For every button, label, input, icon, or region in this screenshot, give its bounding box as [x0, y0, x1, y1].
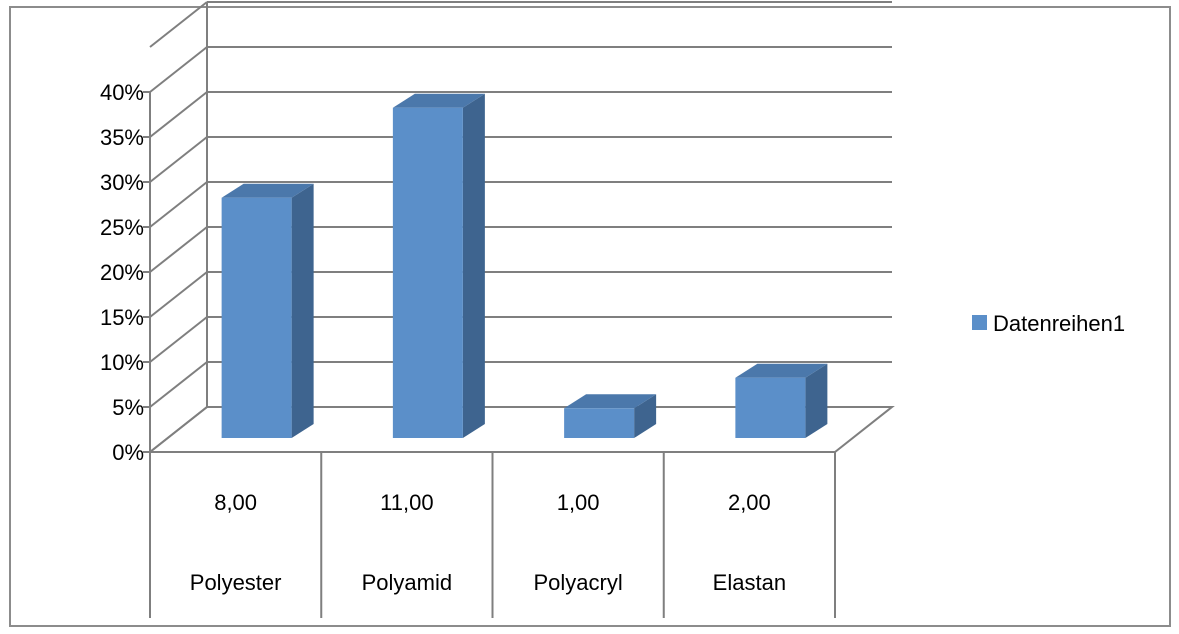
- table-category-label: Elastan: [713, 570, 786, 595]
- bar: [392, 107, 463, 438]
- table-category-label: Polyamid: [362, 570, 452, 595]
- legend-swatch: [972, 315, 987, 330]
- side-wall-line: [149, 181, 208, 228]
- y-tick-label: 40%: [100, 80, 144, 105]
- bar-side: [634, 394, 657, 438]
- y-tick-label: 30%: [100, 170, 144, 195]
- y-tick-label: 0%: [112, 440, 144, 465]
- side-wall-line: [149, 91, 208, 138]
- bar: [564, 408, 635, 438]
- side-wall-line: [149, 226, 208, 273]
- y-tick-label: 10%: [100, 350, 144, 375]
- table-value-label: 2,00: [728, 490, 771, 515]
- bar-top: [564, 394, 657, 409]
- bar: [735, 377, 806, 438]
- table-category-label: Polyester: [190, 570, 282, 595]
- bar-side: [462, 93, 485, 438]
- y-tick-label: 20%: [100, 260, 144, 285]
- bar-side: [291, 183, 314, 438]
- table-value-label: 8,00: [214, 490, 257, 515]
- side-wall-line: [149, 1, 208, 48]
- y-tick-label: 15%: [100, 305, 144, 330]
- table-value-label: 11,00: [380, 490, 433, 515]
- bar: [221, 197, 292, 438]
- y-tick-label: 5%: [112, 395, 144, 420]
- side-wall-line: [149, 361, 208, 408]
- bar-top: [221, 183, 314, 198]
- table-value-label: 1,00: [557, 490, 600, 515]
- y-tick-label: 25%: [100, 215, 144, 240]
- side-wall-line: [149, 136, 208, 183]
- side-wall-line: [149, 406, 208, 453]
- y-tick-label: 35%: [100, 125, 144, 150]
- side-wall-line: [149, 46, 208, 93]
- side-wall-line: [149, 316, 208, 363]
- bar-side: [805, 363, 828, 438]
- table-category-label: Polyacryl: [534, 570, 623, 595]
- side-wall-line: [149, 271, 208, 318]
- bar-top: [392, 93, 485, 108]
- legend-label: Datenreihen1: [993, 311, 1125, 336]
- bar-top: [735, 363, 828, 378]
